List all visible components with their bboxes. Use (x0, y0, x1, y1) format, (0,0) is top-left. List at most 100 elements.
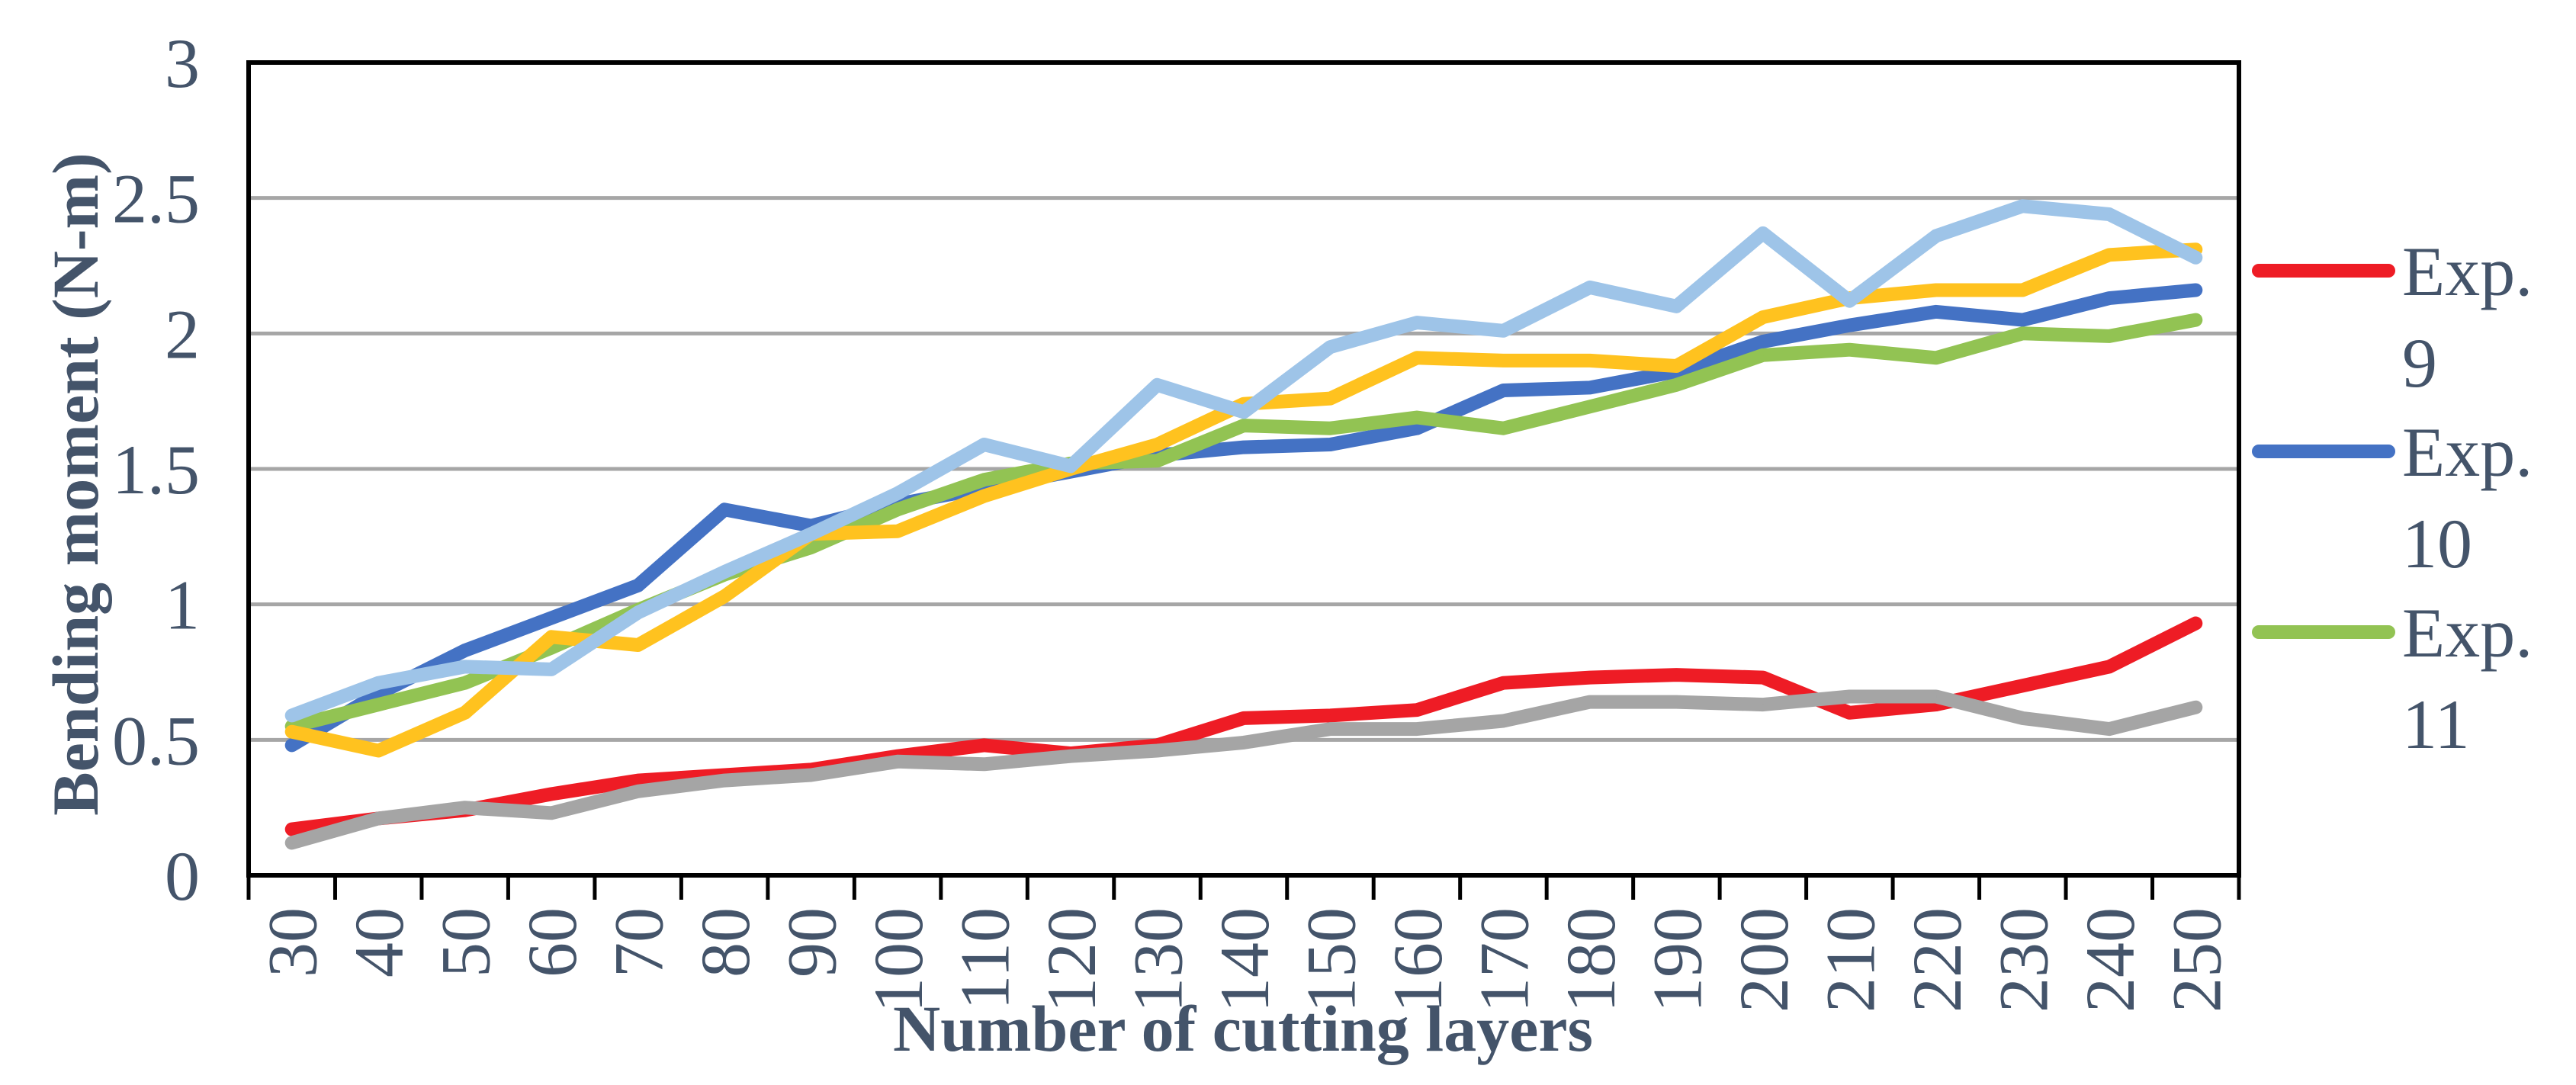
x-tick-label: 250 (2157, 907, 2235, 1013)
data-point (637, 779, 639, 782)
data-point (1329, 714, 1331, 717)
data-point (1156, 750, 1158, 752)
data-point (1848, 695, 1851, 698)
legend-label: 11 (2402, 685, 2470, 763)
y-tick-label: 1.5 (112, 431, 200, 509)
data-point (1502, 427, 1505, 429)
data-point (1935, 310, 1937, 313)
data-point (291, 842, 293, 844)
data-point (1762, 676, 1764, 679)
data-point (1243, 446, 1245, 448)
data-point (2108, 254, 2110, 256)
data-point (1156, 460, 1158, 462)
data-point (1675, 364, 1678, 367)
data-point (637, 790, 639, 792)
data-point (464, 711, 466, 714)
x-tick-label: 40 (340, 907, 418, 977)
data-point (1415, 709, 1418, 711)
data-point (2108, 728, 2110, 730)
x-tick-label: 150 (1292, 907, 1370, 1013)
y-tick-label: 0 (165, 837, 200, 915)
data-point (1675, 384, 1678, 386)
data-point (2022, 205, 2024, 207)
data-point (1502, 389, 1505, 391)
y-tick-label: 2.5 (112, 160, 200, 238)
x-tick-label: 110 (946, 907, 1024, 1010)
x-tick-label: 130 (1119, 907, 1197, 1013)
plot-area-frame (246, 60, 2241, 878)
data-point (2022, 685, 2024, 687)
legend-label: Exp. (2402, 413, 2533, 491)
data-point (1588, 701, 1591, 703)
data-point (1502, 720, 1505, 722)
data-point (2022, 289, 2024, 291)
data-point (1502, 329, 1505, 332)
data-point (810, 533, 812, 535)
x-tick-label: 100 (859, 907, 937, 1013)
x-tick-label: 200 (1725, 907, 1803, 1013)
data-point (291, 730, 293, 733)
data-point (1415, 357, 1418, 359)
data-point (1848, 711, 1851, 714)
data-point (2195, 256, 2197, 258)
data-point (897, 509, 899, 511)
data-point (1243, 717, 1245, 719)
y-tick-label: 3 (165, 24, 200, 102)
data-point (1502, 682, 1505, 684)
data-point (897, 760, 899, 762)
data-point (551, 636, 553, 638)
data-point (1588, 387, 1591, 389)
x-axis-tick-labels: 30 40 50 60 70 80 90 100 110 120 130 140 150 160 170 18… (254, 907, 2236, 1013)
data-point (1848, 324, 1851, 326)
x-tick-label: 160 (1379, 907, 1457, 1013)
x-tick-label: 170 (1465, 907, 1543, 1013)
series-line (284, 313, 2203, 733)
data-point (2195, 319, 2197, 321)
data-point (983, 495, 985, 497)
legend: Exp. 9 Exp. 10 Exp. 11 (2252, 233, 2533, 763)
legend-item-exp-9: Exp. 9 (2252, 233, 2533, 402)
x-tick-label: 70 (600, 907, 678, 977)
x-tick-label: 60 (513, 907, 591, 977)
legend-item-exp-10: Exp. 10 (2252, 413, 2533, 583)
y-tick-label: 0.5 (112, 701, 200, 779)
data-point (377, 750, 380, 752)
data-point (637, 612, 639, 614)
data-point (2022, 717, 2024, 719)
data-point (1070, 465, 1072, 467)
legend-label: Exp. (2402, 233, 2533, 310)
data-point (1588, 359, 1591, 361)
data-point (1675, 674, 1678, 676)
data-point (1243, 425, 1245, 427)
data-point (1243, 411, 1245, 413)
x-tick-label: 210 (1811, 907, 1889, 1013)
x-tick-label: 120 (1033, 907, 1110, 1013)
data-point (1762, 232, 1764, 234)
data-point (2108, 666, 2110, 668)
data-point (1848, 348, 1851, 351)
x-axis-title: Number of cutting layers (893, 992, 1593, 1065)
data-point (1329, 444, 1331, 446)
gridlines (249, 196, 2239, 742)
data-point (1588, 406, 1591, 408)
data-point (1156, 444, 1158, 446)
data-point (464, 666, 466, 668)
data-point (464, 682, 466, 684)
data-point (1070, 755, 1072, 757)
data-point (1329, 728, 1331, 730)
data-point (1415, 728, 1418, 730)
x-tick-label: 230 (1984, 907, 2062, 1013)
data-point (1329, 427, 1331, 429)
x-tick-label: 30 (254, 907, 332, 977)
series-exp-14 (284, 689, 2203, 850)
data-point (551, 647, 553, 649)
data-point (897, 492, 899, 494)
data-point (377, 682, 380, 684)
series-exp-13 (284, 199, 2203, 723)
data-point (983, 486, 985, 489)
legend-label: 9 (2402, 324, 2437, 402)
data-point (897, 530, 899, 532)
data-point (551, 668, 553, 670)
data-point (464, 807, 466, 809)
data-point (377, 704, 380, 706)
